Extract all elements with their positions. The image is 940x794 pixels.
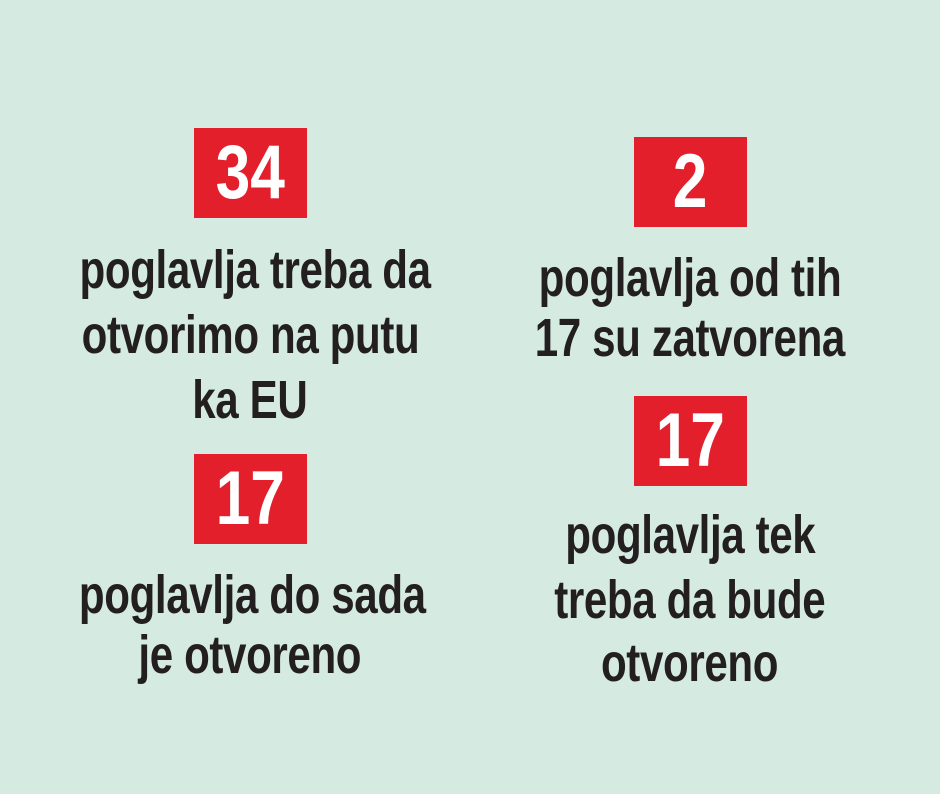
caption-text: je otvoreno [138, 625, 362, 685]
caption-text: 17 su zatvorena [534, 308, 846, 368]
caption-line: poglavlja do sada [30, 568, 470, 622]
number-box: 34 [194, 128, 307, 218]
caption-text: poglavlja do sada [78, 565, 426, 625]
caption-text: otvoreno [601, 633, 779, 693]
caption-line: poglavlja tek [470, 508, 910, 562]
number-box: 17 [194, 454, 307, 544]
number-box: 17 [634, 396, 747, 486]
number: 17 [655, 398, 726, 483]
caption-line: treba da bude [470, 573, 910, 627]
caption-text: poglavlja tek [564, 505, 816, 565]
caption-text: otvorimo na putu [81, 305, 419, 365]
caption-line: poglavlja od tih [470, 251, 910, 305]
caption-line: ka EU [30, 373, 470, 427]
caption-line: otvorimo na putu [30, 308, 470, 362]
number: 2 [673, 139, 708, 224]
number: 34 [215, 130, 286, 215]
caption-line: otvoreno [470, 636, 910, 690]
caption-line: je otvoreno [30, 628, 470, 682]
number-box: 2 [634, 137, 747, 227]
caption-text: poglavlja treba da [79, 240, 431, 300]
caption-text: ka EU [192, 370, 308, 430]
caption-text: poglavlja od tih [538, 248, 842, 308]
caption-line: poglavlja treba da [30, 243, 470, 297]
caption-line: 17 su zatvorena [470, 311, 910, 365]
caption-text: treba da bude [554, 570, 826, 630]
number: 17 [215, 456, 286, 541]
